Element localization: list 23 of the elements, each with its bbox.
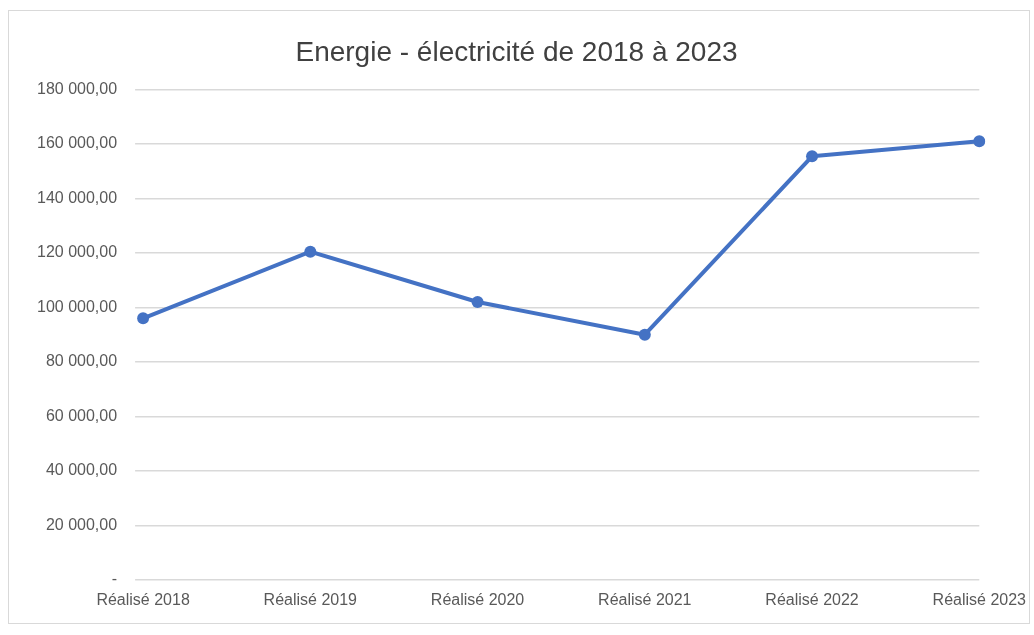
point: [806, 150, 819, 163]
y-tick-label: 160 000,00: [37, 134, 118, 152]
y-tick-label: 140 000,00: [37, 188, 118, 206]
point: [304, 245, 317, 258]
x-tick-label: Réalisé 2023: [932, 590, 1027, 608]
y-tick-label: 120 000,00: [37, 243, 118, 261]
chart-title: Energie - électricité de 2018 à 2023: [295, 35, 738, 67]
y-tick-label: 100 000,00: [37, 297, 118, 315]
x-tick-label: Réalisé 2021: [598, 590, 692, 608]
x-tick-label: Réalisé 2022: [765, 590, 859, 608]
point: [137, 312, 150, 325]
x-tick-label: Réalisé 2020: [430, 590, 525, 608]
point: [471, 296, 484, 309]
y-tick-label: 20 000,00: [45, 515, 118, 533]
x-tick-label: Réalisé 2018: [96, 590, 190, 608]
y-tick-label: 40 000,00: [45, 461, 118, 479]
y-tick-label: 180 000,00: [37, 80, 118, 98]
y-tick-label: 80 000,00: [45, 352, 118, 370]
y-tick-label: -: [111, 570, 118, 588]
y-tick-label: 60 000,00: [45, 406, 118, 424]
point: [638, 328, 651, 341]
point: [973, 135, 986, 148]
x-tick-label: Réalisé 2019: [263, 590, 358, 608]
